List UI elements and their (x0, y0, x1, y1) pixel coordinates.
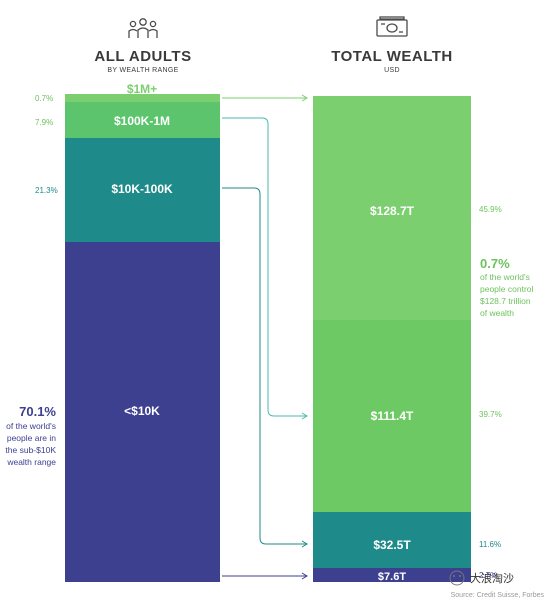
wealth-label-1: $128.7T (370, 204, 415, 218)
bar-segment-10k-100k (65, 138, 220, 242)
category-label-100k-1m: $100K-1M (114, 114, 170, 128)
left-note-percent: 70.1% (19, 404, 56, 419)
wealth-label-3: $32.5T (373, 538, 411, 552)
arrow-head (301, 540, 308, 548)
right-note-line: people control (480, 284, 534, 294)
category-label-10k-100k: $10K-100K (111, 182, 173, 196)
bar-segment-wealth-4 (313, 568, 471, 582)
left-note-line: the sub-$10K (5, 445, 56, 455)
left-note-line: people are in (7, 433, 56, 443)
bar-segment-1m-plus (65, 94, 220, 102)
bar-segment-100k-1m (65, 102, 220, 138)
right-note-line: of the world's (480, 272, 530, 282)
watermark: 大浪淘沙 (449, 570, 514, 586)
wealth-label-2: $111.4T (371, 409, 414, 423)
people-group-icon (128, 18, 158, 38)
left-pct-100k-1m: 7.9% (35, 118, 53, 127)
left-header-title: ALL ADULTS (94, 48, 191, 65)
left-header-subtitle: BY WEALTH RANGE (107, 67, 178, 74)
left-stacked-bar: $1M+ $100K-1M $10K-100K <$10K (65, 82, 220, 582)
category-label-lt-10k: <$10K (124, 404, 160, 418)
source-note: Source: Credit Suisse, Forbes (451, 592, 545, 599)
watermark-text: 大浪淘沙 (470, 571, 514, 585)
connector-10k-100k (222, 187, 306, 545)
right-pct-1: 45.9% (479, 205, 502, 214)
arrow-head (301, 412, 308, 420)
right-pct-2: 39.7% (479, 410, 502, 419)
money-bill-icon (376, 16, 408, 37)
right-note-line: of wealth (480, 308, 514, 318)
bar-segment-wealth-3 (313, 512, 471, 568)
left-note-line: wealth range (6, 457, 56, 467)
wealth-label-4: $7.6T (378, 571, 406, 583)
connector-100k-1m (222, 117, 306, 417)
right-note-percent: 0.7% (480, 256, 510, 271)
right-pct-4: 2.7% (479, 571, 497, 580)
left-note: 70.1% of the world's people are in the s… (5, 404, 56, 467)
category-label-1m-plus: $1M+ (127, 82, 157, 96)
left-pct-1m-plus: 0.7% (35, 94, 53, 103)
right-header-title: TOTAL WEALTH (331, 48, 453, 65)
left-note-line: of the world's (6, 421, 56, 431)
connector-lines (222, 94, 308, 580)
wechat-icon (449, 570, 465, 586)
right-note: 0.7% of the world's people control $128.… (480, 256, 534, 318)
right-header-subtitle: USD (384, 67, 400, 74)
bar-segment-wealth-2 (313, 320, 471, 512)
right-note-line: $128.7 trillion (480, 296, 531, 306)
arrow-head (301, 572, 308, 580)
right-pct-3: 11.6% (479, 540, 501, 549)
arrow-head (301, 94, 308, 102)
left-pct-10k-100k: 21.3% (35, 186, 58, 195)
right-stacked-bar: $128.7T $111.4T $32.5T $7.6T (313, 96, 471, 583)
bar-segment-wealth-1 (313, 96, 471, 320)
bar-segment-lt-10k (65, 242, 220, 582)
